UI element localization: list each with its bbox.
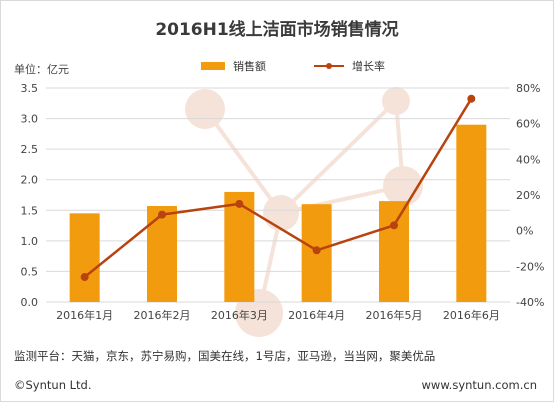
watermark-link bbox=[279, 99, 398, 215]
watermark-link bbox=[280, 184, 404, 215]
growth-rate-point bbox=[80, 273, 89, 282]
x-tick-label: 2016年6月 bbox=[443, 308, 500, 322]
growth-rate-point bbox=[390, 221, 398, 230]
x-axis-labels: 2016年1月 2016年2月 2016年3月 2016年4月 2016年5月 2016年… bbox=[56, 308, 500, 322]
growth-rate-point bbox=[158, 210, 166, 219]
right-tick-label: 0% bbox=[516, 225, 533, 238]
legend-line-swatch bbox=[314, 61, 344, 71]
copyright: ©Syntun Ltd. bbox=[14, 378, 92, 392]
x-tick-label: 2016年1月 bbox=[56, 308, 113, 322]
right-tick-label: 80% bbox=[516, 82, 540, 95]
left-tick-label: 2.0 bbox=[21, 174, 39, 187]
left-tick-label: 0.0 bbox=[21, 296, 39, 309]
watermark-node bbox=[382, 87, 410, 115]
x-tick-label: 2016年3月 bbox=[211, 308, 268, 322]
watermark-node bbox=[263, 195, 299, 231]
x-tick-label: 2016年2月 bbox=[134, 308, 191, 322]
right-tick-label: -40% bbox=[516, 296, 544, 309]
right-tick-label: 40% bbox=[516, 153, 540, 166]
left-tick-label: 3.0 bbox=[21, 113, 39, 126]
bar bbox=[456, 124, 487, 302]
x-tick-label: 2016年5月 bbox=[366, 308, 423, 322]
left-tick-label: 1.5 bbox=[21, 204, 39, 217]
left-tick-label: 2.5 bbox=[21, 143, 39, 156]
x-tick-label: 2016年4月 bbox=[288, 308, 345, 322]
monitoring-platforms: 监测平台：天猫，京东，苏宁易购，国美在线，1号店，亚马逊，当当网，聚美优品 bbox=[14, 349, 436, 363]
line-series bbox=[80, 94, 476, 282]
growth-rate-line bbox=[83, 98, 473, 279]
bar bbox=[379, 201, 409, 302]
growth-rate-point bbox=[235, 199, 244, 208]
legend-line-label: 增长率 bbox=[352, 60, 385, 73]
chart-title: 2016H1线上洁面市场销售情况 bbox=[155, 20, 399, 40]
grid-lines bbox=[46, 87, 510, 303]
watermark-node bbox=[185, 89, 225, 129]
website: www.syntun.com.cn bbox=[421, 378, 537, 392]
legend-bar-swatch bbox=[201, 62, 225, 70]
left-tick-label: 0.5 bbox=[21, 265, 39, 278]
bar bbox=[147, 206, 177, 302]
left-axis-ticks: 0.0 0.5 1.0 1.5 2.0 2.5 3.0 3.5 bbox=[21, 82, 39, 309]
legend-item-bar: 销售额 bbox=[201, 58, 266, 74]
growth-rate-point bbox=[467, 94, 476, 103]
left-tick-label: 1.0 bbox=[21, 235, 39, 248]
right-axis-ticks: -40% -20% 0% 20% 40% 60% 80% bbox=[516, 82, 544, 309]
watermark-link bbox=[203, 107, 283, 215]
bar bbox=[69, 213, 100, 302]
legend-bar-label: 销售额 bbox=[233, 60, 266, 73]
legend-item-line: 增长率 bbox=[314, 58, 385, 74]
left-tick-label: 3.5 bbox=[21, 82, 39, 95]
bar bbox=[224, 191, 255, 302]
unit-label: 单位：亿元 bbox=[14, 63, 69, 76]
right-tick-label: 20% bbox=[516, 189, 540, 202]
growth-rate-point bbox=[312, 246, 321, 255]
right-tick-label: 60% bbox=[516, 118, 540, 131]
right-tick-label: -20% bbox=[516, 260, 544, 273]
